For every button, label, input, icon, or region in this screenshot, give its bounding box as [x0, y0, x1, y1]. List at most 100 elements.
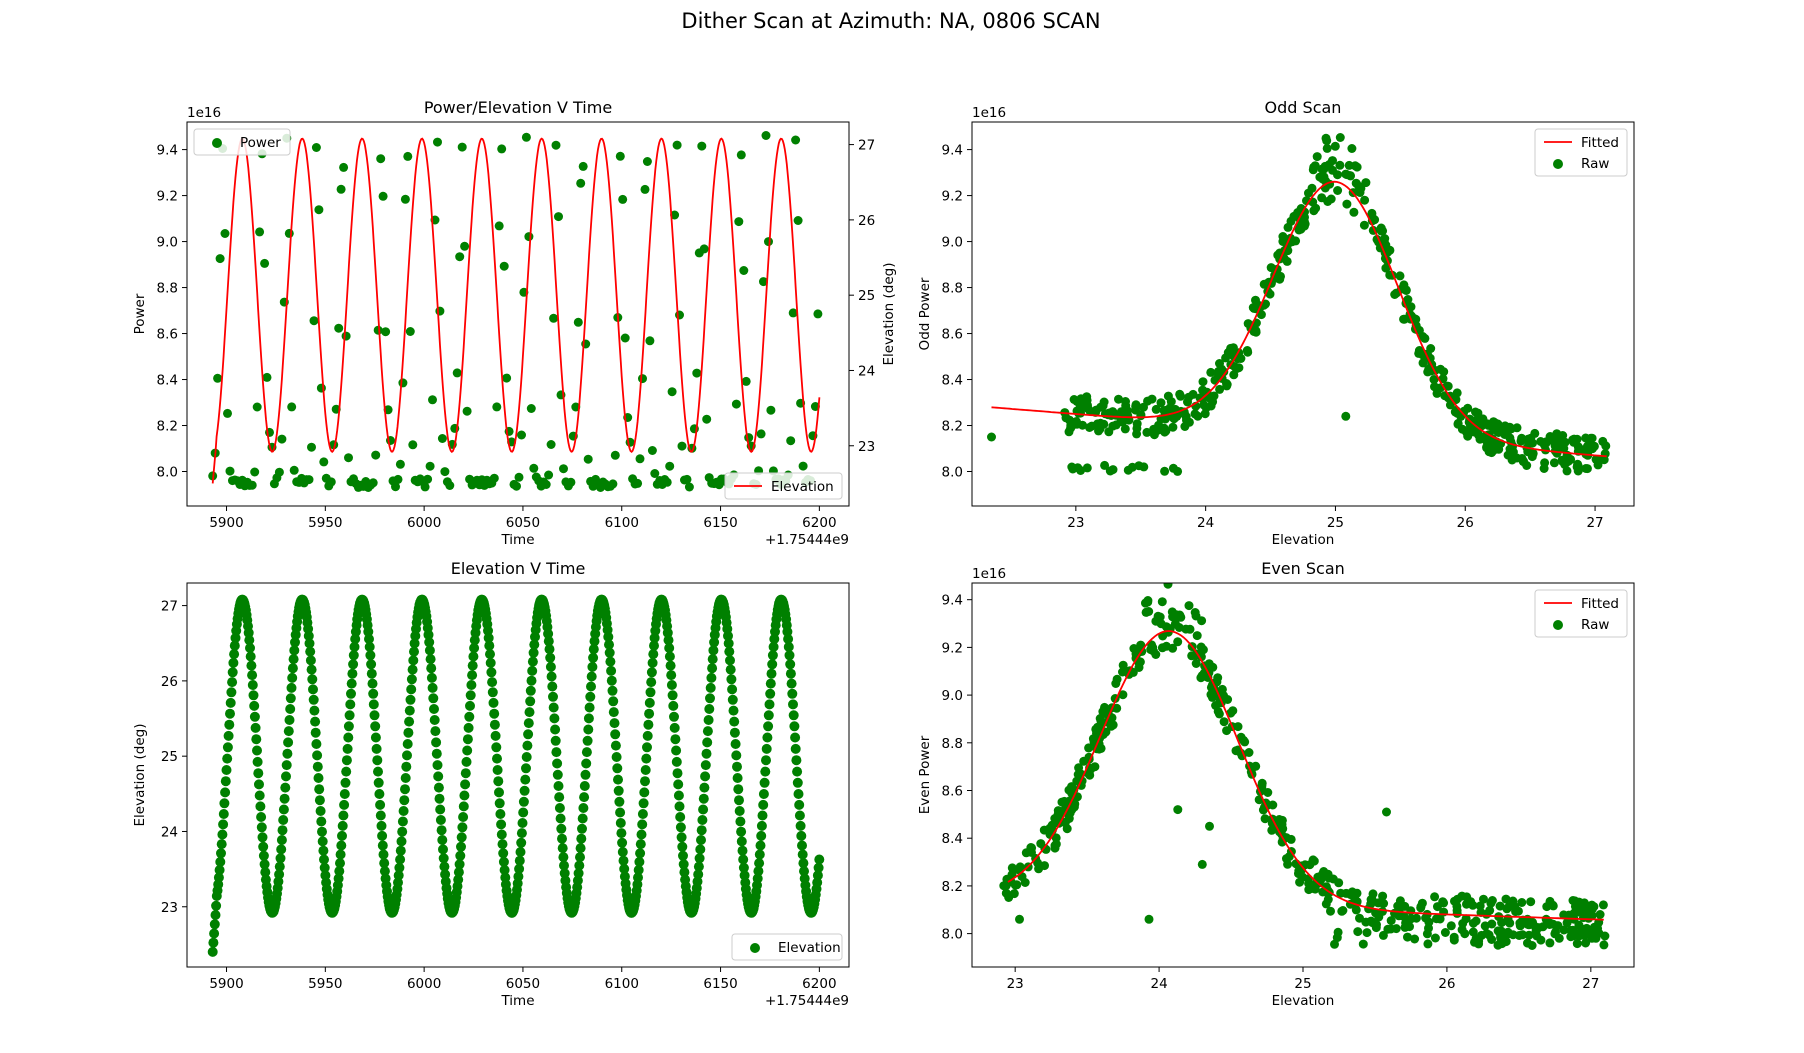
outlier-point	[1015, 914, 1024, 924]
elevation-point	[469, 635, 480, 646]
elevation-point	[514, 855, 525, 866]
outlier-point	[1382, 807, 1391, 817]
power-point	[541, 480, 551, 489]
elevation-point	[207, 946, 218, 957]
elevation-point	[494, 787, 504, 798]
power-point	[452, 368, 462, 378]
elevation-point	[337, 830, 347, 841]
elevation-point	[640, 765, 651, 775]
elevation-point	[756, 830, 767, 841]
y-scale-text: 1e16	[187, 105, 221, 121]
raw-point	[1266, 263, 1276, 273]
raw-point	[1530, 428, 1540, 438]
power-point	[583, 454, 593, 464]
elevation-point	[249, 711, 260, 722]
elevation-point	[785, 668, 796, 679]
power-point	[255, 227, 265, 237]
elevation-point	[379, 858, 390, 869]
elevation-point	[761, 755, 771, 766]
elevation-point	[551, 747, 562, 758]
elevation-point	[662, 627, 673, 638]
elevation-point	[397, 816, 408, 827]
elevation-point	[308, 694, 319, 705]
elevation-point	[726, 674, 737, 685]
elevation-point	[258, 841, 269, 852]
raw-point	[1300, 212, 1309, 222]
elevation-point	[616, 828, 627, 839]
elevation-point	[634, 856, 645, 867]
elevation-point	[785, 659, 796, 670]
power-point	[460, 241, 470, 251]
elevation-point	[527, 656, 538, 667]
y-tick-label: 9.0	[942, 688, 963, 704]
legend: Elevation	[724, 472, 843, 500]
elevation-point	[456, 841, 466, 852]
raw-point	[1322, 143, 1332, 153]
elevation-point	[584, 702, 595, 713]
elevation-point	[610, 729, 621, 740]
raw-point	[1523, 938, 1532, 948]
elevation-point	[575, 843, 586, 854]
y-axis-label: Even Power	[917, 735, 933, 814]
power-point	[314, 205, 324, 215]
raw-point	[1545, 896, 1555, 906]
elevation-point	[280, 782, 291, 793]
elevation-point	[581, 758, 592, 769]
raw-point	[1430, 933, 1440, 943]
elevation-point	[319, 862, 330, 873]
elevation-point	[794, 799, 805, 810]
elevation-point	[368, 699, 379, 710]
elevation-point	[404, 716, 415, 727]
elevation-point	[216, 848, 226, 859]
raw-point	[1390, 290, 1400, 299]
elevation-point	[579, 781, 590, 791]
y2-tick-label: 27	[858, 138, 875, 154]
plot-area	[999, 583, 1610, 950]
raw-point	[1313, 872, 1323, 882]
power-point	[559, 464, 568, 474]
power-point	[420, 482, 430, 492]
elevation-point	[252, 756, 263, 767]
x-tick-label: 23	[1067, 515, 1084, 531]
elevation-point	[636, 829, 647, 840]
power-point	[764, 237, 773, 247]
elevation-point	[403, 727, 414, 738]
power-point	[497, 144, 507, 154]
elevation-point	[275, 853, 286, 864]
elevation-point	[799, 866, 809, 877]
raw-point	[1424, 923, 1433, 933]
raw-point	[1027, 847, 1036, 857]
raw-point	[1380, 238, 1390, 248]
raw-point	[1099, 397, 1109, 407]
raw-point	[1051, 833, 1061, 843]
elevation-point	[545, 652, 556, 663]
elevation-point	[259, 859, 270, 870]
raw-point	[1497, 918, 1507, 928]
figure-title: Dither Scan at Azimuth: NA, 0806 SCAN	[681, 9, 1100, 33]
raw-point	[1405, 922, 1414, 932]
y-tick-label: 8.8	[157, 281, 178, 297]
y-tick-label: 9.2	[942, 640, 963, 656]
raw-point	[1112, 703, 1122, 713]
raw-point	[1120, 424, 1130, 434]
elevation-point	[227, 677, 238, 688]
elevation-point	[670, 734, 681, 745]
raw-point	[1352, 162, 1362, 172]
elevation-point	[373, 777, 384, 788]
elevation-point	[642, 730, 653, 741]
elevation-point	[395, 845, 406, 856]
raw-point	[1312, 152, 1322, 162]
y-tick-label: 8.2	[942, 879, 963, 895]
elevation-point	[558, 852, 569, 863]
elevation-point	[338, 810, 349, 821]
elevation-point	[337, 820, 348, 831]
elevation-point	[254, 779, 264, 790]
power-point	[373, 325, 383, 335]
elevation-point	[230, 633, 241, 643]
elevation-point	[573, 868, 584, 879]
y-tick-label: 26	[161, 674, 178, 690]
power-point	[702, 414, 712, 424]
elevation-point	[790, 743, 801, 754]
legend-frame	[731, 933, 843, 961]
x-tick-label: 24	[1150, 976, 1167, 992]
